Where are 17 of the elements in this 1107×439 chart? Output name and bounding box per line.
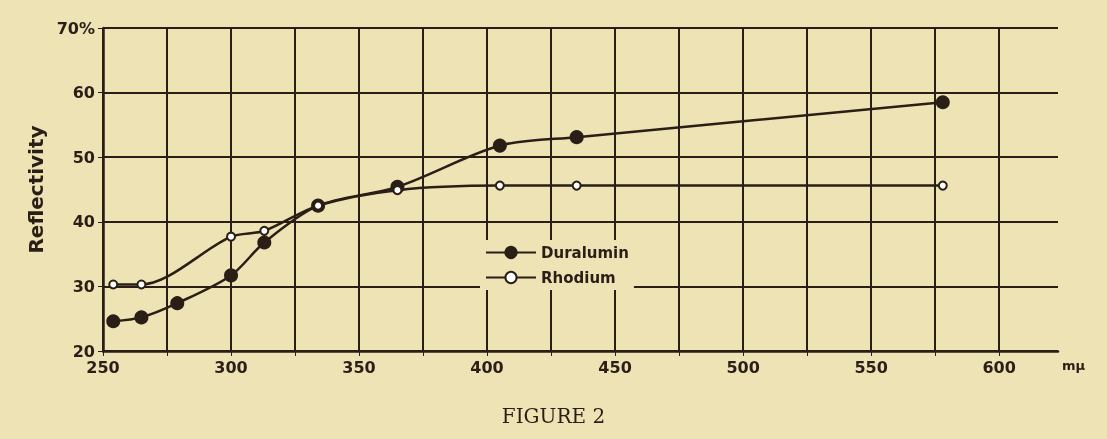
- text: FIGURE 2: [501, 404, 606, 428]
- x-tick-label: 550: [854, 357, 888, 377]
- x-axis-title: mμ: [1062, 358, 1086, 373]
- x-tick-label: 600: [982, 357, 1016, 377]
- x-tick-label: 350: [342, 357, 376, 377]
- y-tick-label: 60: [72, 83, 95, 103]
- x-tick-label: 500: [726, 357, 760, 377]
- legend-label: Rhodium: [541, 268, 616, 287]
- y-tick-label: 30: [72, 276, 95, 296]
- x-tick-label: 450: [598, 357, 632, 377]
- y-tick-label: 50: [72, 147, 95, 167]
- legend-label: Duralumin: [541, 243, 629, 262]
- x-tick-label: 300: [214, 357, 248, 377]
- y-tick-label: 70%: [56, 18, 95, 38]
- y-axis-title: Reflectivity: [23, 125, 48, 254]
- x-tick-label: 400: [470, 357, 504, 377]
- y-tick-label: 40: [72, 212, 95, 232]
